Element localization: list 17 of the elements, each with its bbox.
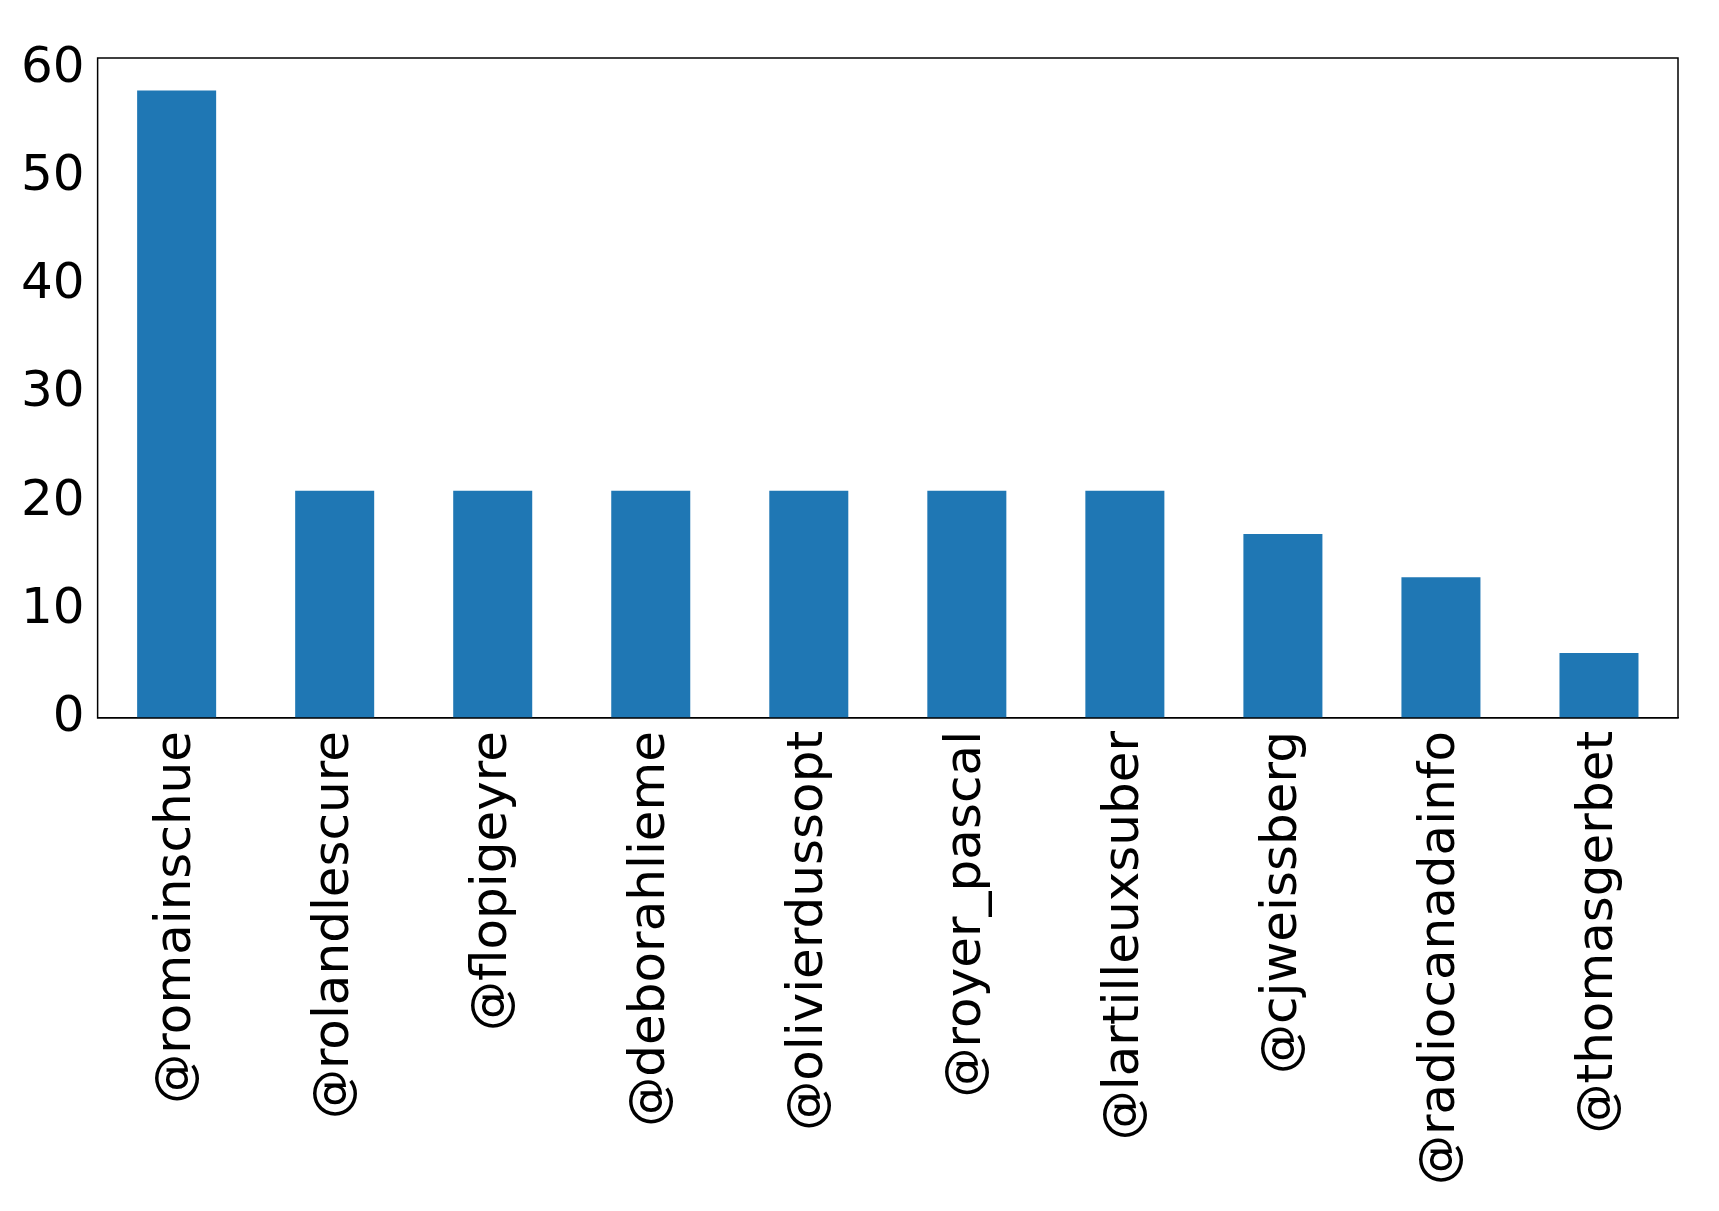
x-tick-label: @rolandlescure <box>301 730 360 1120</box>
y-tick-label: 30 <box>21 360 85 419</box>
x-tick-label: @flopigeyre <box>459 730 518 1031</box>
x-tick-label: @royer_pascal <box>933 730 992 1098</box>
x-tick-label: @lartilleuxsuber <box>1091 730 1150 1141</box>
x-tick-label: @deborahlieme <box>617 730 676 1127</box>
x-tick-label: @thomasgerbet <box>1565 730 1624 1134</box>
y-tick-label: 0 <box>52 684 85 743</box>
x-tick-label: @cjweissberg <box>1249 730 1308 1074</box>
y-tick-label: 40 <box>21 252 85 311</box>
y-tick-label: 60 <box>21 35 85 94</box>
x-tick-label: @olivierdussopt <box>775 730 834 1131</box>
y-tick-label: 20 <box>21 468 85 527</box>
x-tick-label: @radiocanadainfo <box>1407 730 1466 1185</box>
x-tick-label: @romainschue <box>143 730 202 1104</box>
y-tick-label: 50 <box>21 144 85 202</box>
y-tick-label: 10 <box>21 576 85 635</box>
